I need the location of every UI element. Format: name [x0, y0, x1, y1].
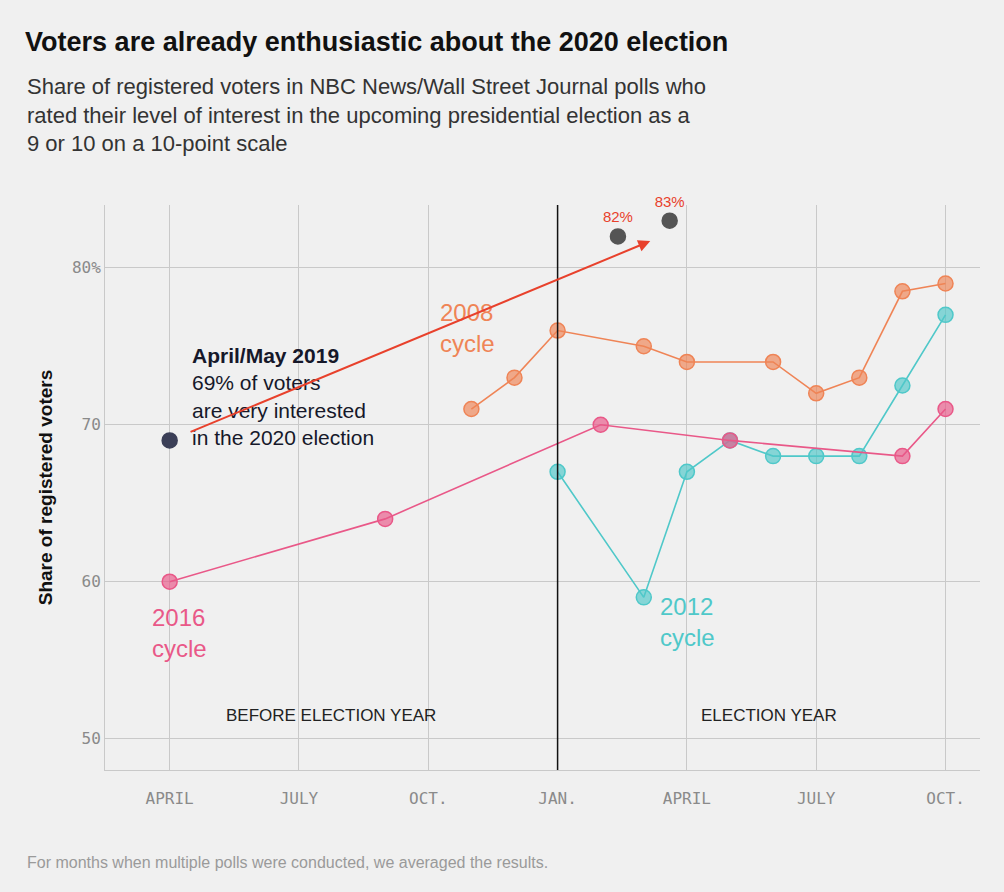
svg-text:70: 70: [82, 415, 101, 434]
svg-text:JULY: JULY: [280, 789, 319, 808]
svg-text:JULY: JULY: [797, 789, 836, 808]
svg-text:2016cycle: 2016cycle: [152, 604, 207, 662]
svg-text:APRIL: APRIL: [146, 789, 194, 808]
svg-text:Voters are already enthusiasti: Voters are already enthusiastic about th…: [25, 27, 728, 57]
svg-text:Share of registered voters: Share of registered voters: [35, 370, 56, 605]
svg-text:APRIL: APRIL: [663, 789, 711, 808]
svg-text:Share of registered voters in: Share of registered voters in NBC News/W…: [27, 74, 706, 156]
svg-text:60: 60: [82, 572, 101, 591]
svg-text:ELECTION YEAR: ELECTION YEAR: [701, 706, 837, 725]
svg-text:OCT.: OCT.: [926, 789, 965, 808]
svg-text:OCT.: OCT.: [409, 789, 448, 808]
svg-text:82%: 82%: [603, 208, 633, 225]
svg-text:JAN.: JAN.: [538, 789, 577, 808]
svg-text:April/May 201969% of votersare: April/May 201969% of votersare very inte…: [192, 344, 374, 449]
svg-text:50: 50: [82, 729, 101, 748]
svg-text:2008cycle: 2008cycle: [440, 299, 495, 357]
svg-text:2012cycle: 2012cycle: [660, 593, 715, 651]
svg-text:BEFORE ELECTION YEAR: BEFORE ELECTION YEAR: [226, 706, 436, 725]
svg-text:80%: 80%: [72, 258, 101, 277]
svg-text:For months when multiple polls: For months when multiple polls were cond…: [27, 854, 548, 871]
svg-text:83%: 83%: [655, 193, 685, 210]
